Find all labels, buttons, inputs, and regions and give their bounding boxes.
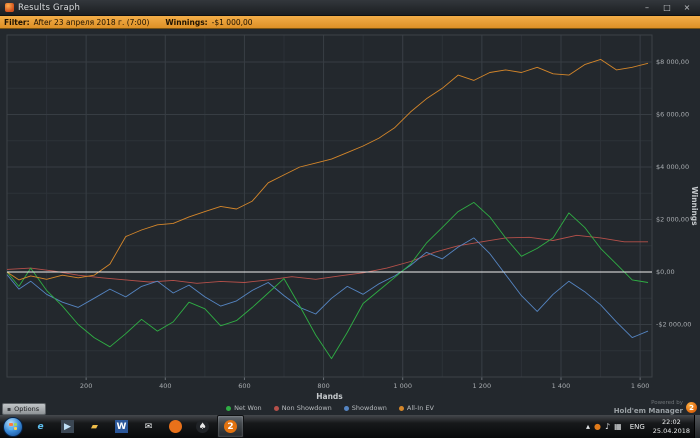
- legend-dot-icon: [343, 405, 349, 411]
- taskbar-app-media-player[interactable]: ▶: [55, 416, 80, 437]
- svg-text:800: 800: [317, 382, 329, 390]
- maximize-button[interactable]: □: [663, 3, 671, 12]
- clock[interactable]: 22:02 25.04.2018: [649, 418, 694, 436]
- legend-item: All-In EV: [398, 404, 434, 412]
- svg-text:Winnings: Winnings: [690, 186, 699, 226]
- holdem-manager-logo-icon: 2: [686, 402, 697, 413]
- legend-label: Showdown: [351, 404, 387, 412]
- filter-value: After 23 апреля 2018 г. (7:00): [33, 17, 150, 27]
- window-title: Results Graph: [18, 2, 81, 13]
- word-icon: W: [115, 420, 128, 433]
- svg-text:$8 000,00: $8 000,00: [656, 58, 689, 66]
- taskbar-apps: e ▶ ▰ W ✉ ♠ 2: [28, 415, 244, 438]
- clock-date: 25.04.2018: [652, 426, 690, 435]
- holdem-tray-icon[interactable]: ●: [594, 422, 602, 431]
- hidden-icons-arrow[interactable]: ▴: [586, 422, 591, 431]
- volume-icon[interactable]: ♪: [605, 422, 611, 431]
- svg-text:$0,00: $0,00: [656, 268, 675, 276]
- svg-text:1 000: 1 000: [393, 382, 412, 390]
- app-icon: [5, 3, 14, 12]
- winnings-value: -$1 000,00: [211, 17, 253, 27]
- legend-dot-icon: [273, 405, 279, 411]
- svg-text:$2 000,00: $2 000,00: [656, 216, 689, 224]
- svg-text:1 600: 1 600: [631, 382, 650, 390]
- holdem-manager-icon: 2: [224, 420, 237, 433]
- game-client-icon: ♠: [196, 420, 209, 433]
- taskbar-app-file-explorer[interactable]: ▰: [82, 416, 107, 437]
- svg-text:-$2 000,00: -$2 000,00: [656, 321, 691, 329]
- winnings-label: Winnings:: [165, 17, 208, 27]
- taskbar-app-firefox[interactable]: [163, 416, 188, 437]
- svg-text:$4 000,00: $4 000,00: [656, 163, 689, 171]
- results-graph-chart: 200 400 600 800 1 000 1 200 1 400 1 600 $8 000,0…: [6, 34, 699, 401]
- tray-icon-area: ▴ ● ♪ ▦: [582, 422, 626, 431]
- powered-by-text: Powered by Hold'em Manager: [614, 400, 683, 415]
- svg-text:600: 600: [238, 382, 250, 390]
- results-graph-window: Results Graph – □ × Filter: After 23 апр…: [0, 0, 700, 417]
- powered-by: Powered by Hold'em Manager 2: [614, 400, 697, 415]
- show-desktop-button[interactable]: [694, 415, 700, 438]
- language-indicator[interactable]: ENG: [629, 422, 645, 431]
- media-player-icon: ▶: [61, 420, 74, 433]
- chart-legend: Net Won Non Showdown Showdown All-In EV: [0, 404, 660, 412]
- mail-icon: ✉: [144, 421, 153, 432]
- taskbar-app-game-client[interactable]: ♠: [190, 416, 215, 437]
- legend-item: Non Showdown: [273, 404, 332, 412]
- firefox-icon: [169, 420, 182, 433]
- taskbar: e ▶ ▰ W ✉ ♠ 2 ▴ ● ♪ ▦ ENG 22:02 25.04.2018: [0, 415, 700, 438]
- windows-start-icon: [9, 423, 17, 430]
- options-button[interactable]: ▪ Options: [2, 403, 47, 415]
- system-tray: ▴ ● ♪ ▦ ENG 22:02 25.04.2018: [582, 415, 700, 438]
- filter-bar[interactable]: Filter: After 23 апреля 2018 г. (7:00) W…: [0, 16, 700, 29]
- clock-time: 22:02: [662, 417, 681, 426]
- network-icon[interactable]: ▦: [614, 422, 622, 431]
- taskbar-app-internet-explorer[interactable]: e: [28, 416, 53, 437]
- file-explorer-icon: ▰: [91, 421, 98, 432]
- svg-text:Hands: Hands: [316, 392, 343, 401]
- legend-label: Non Showdown: [281, 404, 332, 412]
- svg-text:1 400: 1 400: [552, 382, 571, 390]
- powered-by-line2: Hold'em Manager: [613, 406, 683, 415]
- taskbar-app-mail[interactable]: ✉: [136, 416, 161, 437]
- filter-label: Filter:: [4, 17, 30, 27]
- legend-dot-icon: [398, 405, 404, 411]
- svg-text:200: 200: [80, 382, 92, 390]
- start-button[interactable]: [3, 416, 23, 437]
- powered-by-line1: Powered by: [651, 400, 683, 407]
- minimize-button[interactable]: –: [645, 3, 649, 12]
- chart-region: 200 400 600 800 1 000 1 200 1 400 1 600 $8 000,0…: [0, 29, 700, 417]
- svg-text:400: 400: [159, 382, 171, 390]
- legend-item: Net Won: [226, 404, 262, 412]
- legend-label: All-In EV: [406, 404, 434, 412]
- legend-dot-icon: [226, 405, 232, 411]
- internet-explorer-icon: e: [37, 421, 44, 432]
- svg-text:1 200: 1 200: [473, 382, 492, 390]
- titlebar[interactable]: Results Graph – □ ×: [0, 0, 700, 16]
- legend-label: Net Won: [234, 404, 262, 412]
- taskbar-app-word[interactable]: W: [109, 416, 134, 437]
- options-label: Options: [14, 405, 40, 413]
- taskbar-app-holdem-manager[interactable]: 2: [217, 415, 244, 438]
- close-button[interactable]: ×: [683, 3, 691, 12]
- options-icon: ▪: [7, 405, 12, 413]
- svg-text:$6 000,00: $6 000,00: [656, 111, 689, 119]
- legend-item: Showdown: [343, 404, 387, 412]
